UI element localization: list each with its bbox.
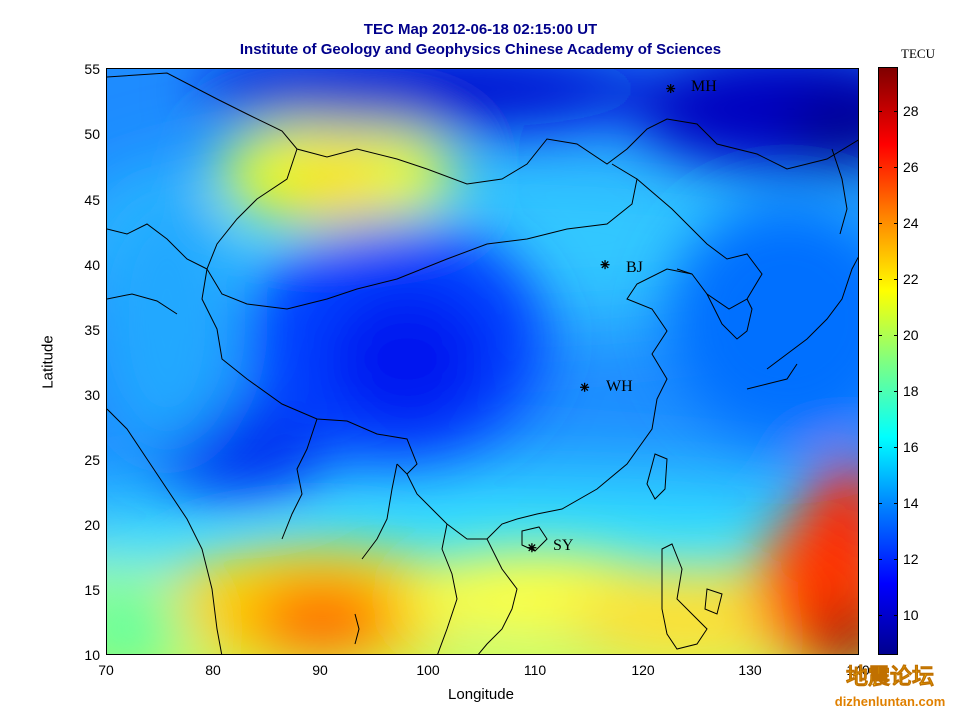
colorbar-tick-mark (878, 615, 898, 616)
colorbar-tick-label: 26 (903, 159, 919, 175)
tec-map-canvas (107, 69, 858, 654)
ytick-label: 55 (84, 61, 100, 77)
xtick-label: 140 (846, 662, 870, 678)
xtick-label: 70 (98, 662, 114, 678)
colorbar-tick-mark (878, 167, 898, 168)
colorbar-unit: TECU (901, 46, 935, 61)
ytick-label: 10 (84, 647, 100, 663)
colorbar-tick-mark (878, 447, 898, 448)
station-label-mh: MH (691, 78, 717, 95)
colorbar-tick-label: 28 (903, 103, 919, 119)
colorbar-tick-label: 20 (903, 327, 919, 343)
colorbar-tick-label: 14 (903, 495, 919, 511)
colorbar-tick-label: 22 (903, 271, 919, 287)
ytick-label: 40 (84, 257, 100, 273)
tec-map-plot[interactable] (106, 68, 859, 655)
station-markers (527, 84, 676, 553)
ytick-label: 30 (84, 387, 100, 403)
xtick-label: 120 (631, 662, 655, 678)
ytick-label: 50 (84, 126, 100, 142)
colorbar-tick-mark (878, 335, 898, 336)
colorbar (878, 67, 898, 655)
logo-site-text: dizhenluntan.com (835, 694, 946, 709)
logo-chinese-text: 地震论坛 (846, 664, 934, 690)
ytick-label: 45 (84, 192, 100, 208)
colorbar-tick-mark (878, 391, 898, 392)
ytick-label: 20 (84, 517, 100, 533)
station-marker-bj (600, 260, 610, 270)
station-label-sy: SY (553, 537, 574, 554)
station-marker-wh (580, 382, 590, 392)
x-axis-label: Longitude (448, 686, 514, 703)
colorbar-tick-mark (878, 559, 898, 560)
xtick-label: 110 (523, 662, 547, 678)
colorbar-tick-label: 16 (903, 439, 919, 455)
xtick-label: 80 (205, 662, 221, 678)
xtick-label: 130 (738, 662, 762, 678)
colorbar-tick-label: 18 (903, 383, 919, 399)
ytick-label: 15 (84, 582, 100, 598)
station-label-bj: BJ (626, 259, 643, 276)
colorbar-tick-label: 12 (903, 551, 919, 567)
colorbar-tick-mark (878, 279, 898, 280)
xtick-label: 90 (312, 662, 328, 678)
colorbar-tick-mark (878, 111, 898, 112)
station-label-wh: WH (606, 378, 633, 395)
xtick-label: 100 (416, 662, 440, 678)
colorbar-tick-mark (878, 503, 898, 504)
coastlines (107, 72, 858, 654)
map-subtitle: Institute of Geology and Geophysics Chin… (239, 41, 722, 58)
ytick-label: 35 (84, 322, 100, 338)
station-marker-mh (666, 84, 676, 94)
map-title: TEC Map 2012-06-18 02:15:00 UT (363, 21, 598, 38)
ytick-label: 25 (84, 452, 100, 468)
tec-field (107, 69, 858, 654)
dizhenluntan-logo: 地震论坛 dizhenluntan.com (835, 664, 946, 709)
y-axis-label: Latitude (39, 335, 57, 389)
station-marker-sy (527, 543, 537, 553)
colorbar-tick-label: 10 (903, 607, 919, 623)
colorbar-tick-label: 24 (903, 215, 919, 231)
colorbar-tick-mark (878, 223, 898, 224)
